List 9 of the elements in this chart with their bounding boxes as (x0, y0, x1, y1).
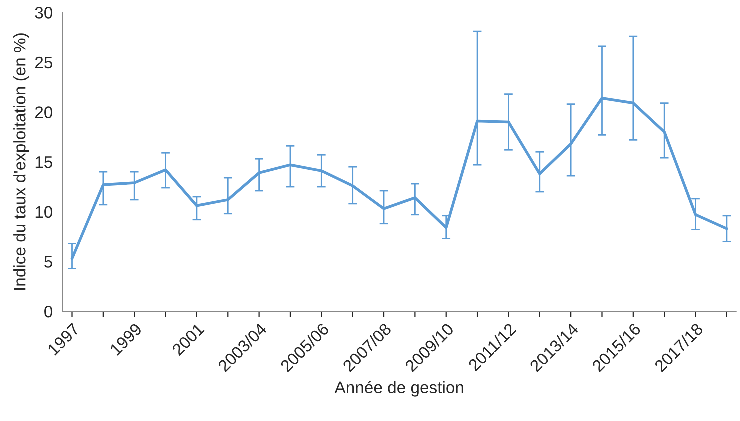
x-axis-title: Année de gestion (334, 381, 464, 397)
y-tick-label: 30 (35, 7, 53, 19)
y-tick-label: 25 (35, 56, 52, 69)
y-tick-label: 0 (44, 306, 53, 318)
y-tick-label: 5 (44, 256, 52, 268)
y-tick-label: 15 (36, 156, 52, 168)
y-tick-label: 10 (36, 206, 53, 218)
y-tick-label: 20 (35, 106, 53, 118)
y-axis-title: Indice du taux d'exploitation (en %) (14, 34, 30, 290)
